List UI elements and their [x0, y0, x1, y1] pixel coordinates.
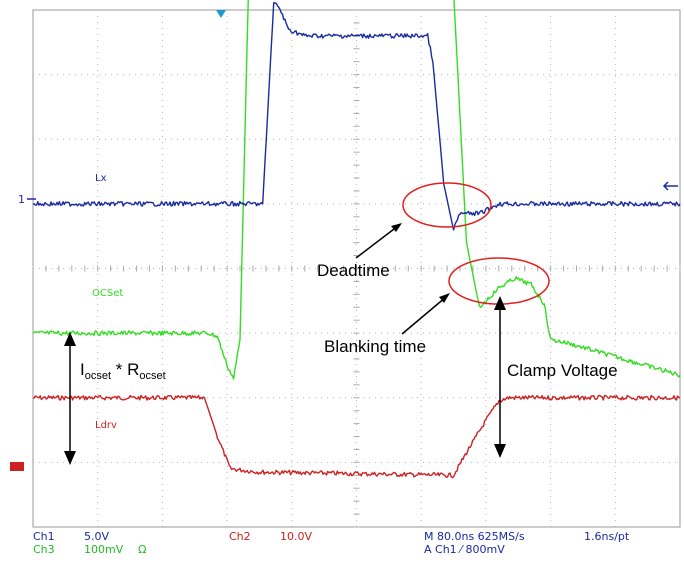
status-ch1-scale: 5.0V: [84, 530, 110, 543]
status-ch2-scale: 10.0V: [280, 530, 313, 543]
trace-label-lx: Lx: [95, 173, 107, 184]
trigger-level-arrow: [662, 181, 678, 191]
graticule: [32, 9, 681, 528]
ch3-ground-marker: [10, 462, 24, 471]
status-ch2-name: Ch2: [229, 530, 251, 543]
status-timebase: M 80.0ns 625MS/s: [424, 530, 525, 543]
trace-ldrv: [32, 394, 681, 479]
status-sample-rate: 1.6ns/pt: [584, 530, 630, 543]
status-ch3-name: Ch3: [33, 543, 55, 556]
trace-label-ldrv: Ldrv: [95, 420, 117, 431]
annotation-clamp: Clamp Voltage: [507, 361, 618, 380]
blanking-arrow: [401, 296, 447, 335]
deadtime-arrowhead: [391, 223, 402, 232]
annotation-ocset-formula: Iocset * Rocset: [80, 360, 166, 382]
trace-label-ocset: OCSet: [92, 288, 123, 299]
deadtime-circle: [402, 182, 492, 228]
annotation-deadtime: Deadtime: [317, 261, 390, 280]
trace-ocset: [32, 0, 681, 380]
annotation-blanking: Blanking time: [324, 337, 426, 356]
trigger-position-marker: [216, 10, 226, 18]
ocset-arrow-down: [64, 451, 76, 465]
traces: [32, 0, 681, 479]
status-ch3-ohm: Ω: [138, 543, 147, 556]
deadtime-arrow: [355, 225, 399, 259]
status-ch1-name: Ch1: [33, 530, 55, 543]
status-ch3-scale: 100mV: [84, 543, 124, 556]
status-trigger: A Ch1 ⁄ 800mV: [424, 543, 505, 556]
blanking-circle: [448, 257, 550, 305]
trace-lx: [32, 2, 681, 231]
clamp-arrow-up: [494, 296, 506, 310]
blanking-arrowhead: [439, 293, 450, 303]
clamp-arrow-down: [494, 444, 506, 458]
ocset-arrow-up: [64, 332, 76, 346]
ch1-ground-marker: 1: [18, 193, 25, 206]
